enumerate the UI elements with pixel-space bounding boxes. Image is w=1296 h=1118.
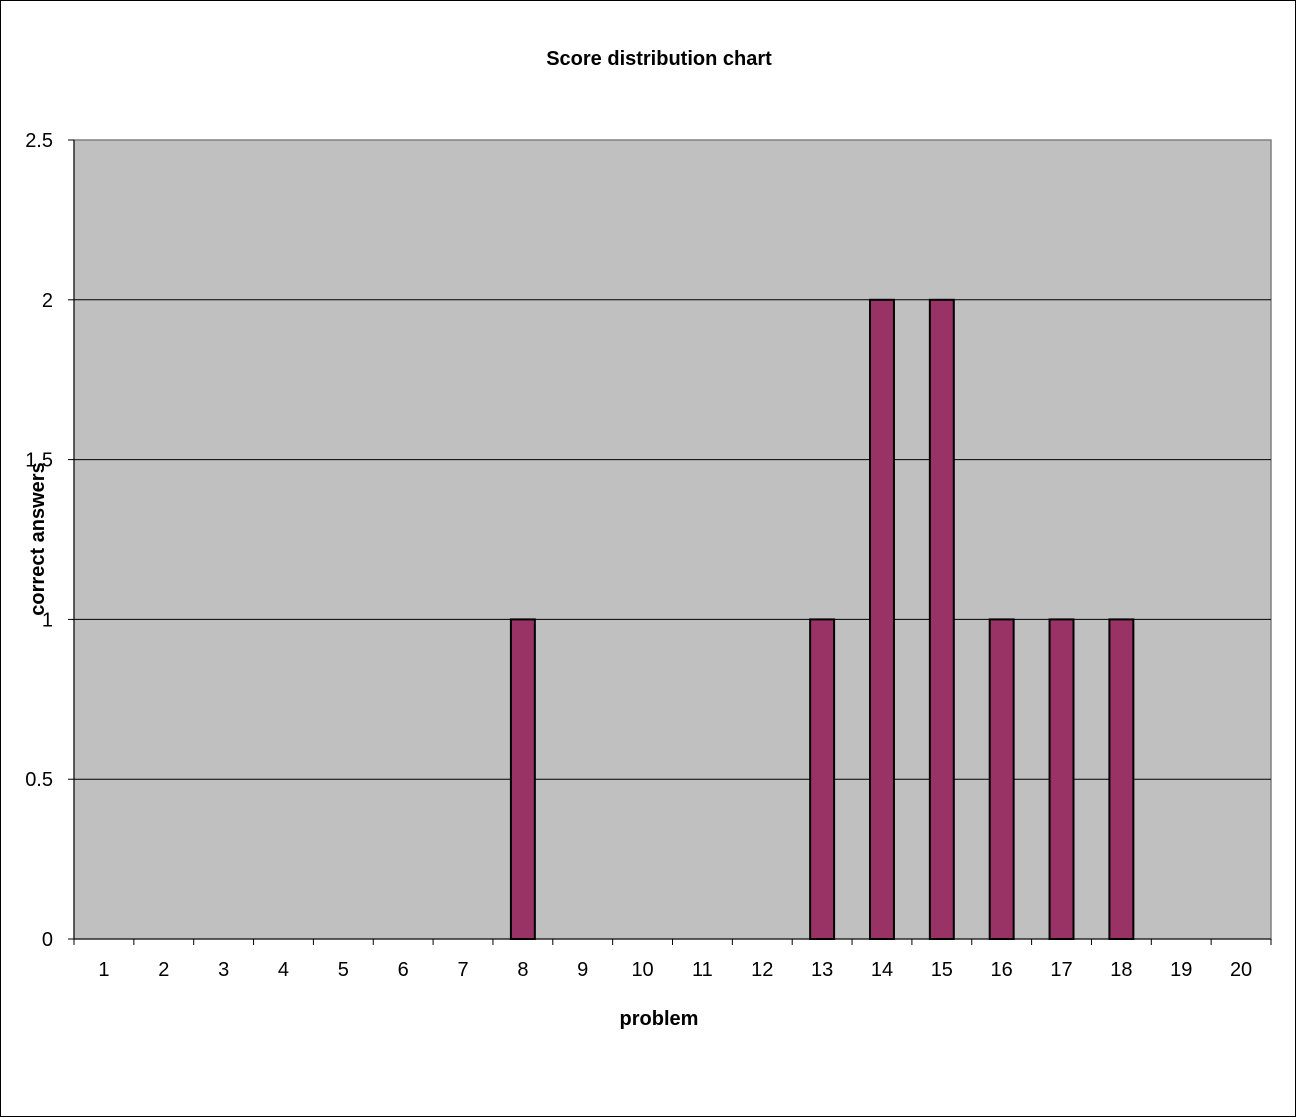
x-tick-label: 13	[811, 959, 833, 981]
x-tick-label: 2	[158, 959, 169, 981]
y-tick-label: 1.5	[25, 450, 53, 472]
chart-title: Score distribution chart	[546, 48, 772, 70]
bar-problem-14	[869, 298, 895, 940]
y-tick-label: 2	[42, 290, 53, 312]
x-tick-label: 7	[457, 959, 468, 981]
y-tick-label: 0.5	[25, 769, 53, 791]
x-tick-label: 16	[991, 959, 1013, 981]
bar-problem-13	[809, 618, 836, 941]
x-tick-label: 5	[338, 959, 349, 981]
plot-area	[73, 139, 1272, 940]
x-tick-label: 1	[98, 959, 109, 981]
x-tick-label: 17	[1050, 959, 1072, 981]
y-axis-label: correct answers	[27, 462, 49, 615]
x-axis-label: problem	[620, 1008, 699, 1030]
x-tick-label: 19	[1170, 959, 1192, 981]
axes	[68, 139, 1272, 945]
bar-problem-18	[1108, 618, 1135, 941]
y-tick-label: 1	[42, 609, 53, 631]
x-tick-label: 6	[398, 959, 409, 981]
bar-problem-16	[988, 618, 1015, 941]
bar-problem-15	[928, 298, 955, 940]
bar-problem-17	[1048, 618, 1075, 941]
y-tick-label: 0	[42, 929, 53, 951]
x-tick-label: 12	[751, 959, 773, 981]
x-tick-label: 4	[278, 959, 289, 981]
x-tick-label: 9	[577, 959, 588, 981]
bar-problem-8	[509, 618, 536, 941]
x-tick-labels: 1 2 3 4 5 6 7 8 9 10 11 12 13 14 15 16 17 18 19 20	[98, 959, 1252, 981]
x-tick-label: 14	[871, 959, 893, 981]
x-tick-label: 15	[931, 959, 953, 981]
x-tick-label: 10	[631, 959, 653, 981]
y-tick-labels: 0 0.5 1 1.5 2 2.5	[25, 130, 53, 951]
x-tick-label: 3	[218, 959, 229, 981]
bars	[509, 298, 1135, 941]
y-tick-label: 2.5	[25, 130, 53, 152]
x-tick-label: 18	[1110, 959, 1132, 981]
x-tick-label: 8	[517, 959, 528, 981]
x-tick-label: 20	[1230, 959, 1252, 981]
x-tick-label: 11	[692, 959, 713, 981]
